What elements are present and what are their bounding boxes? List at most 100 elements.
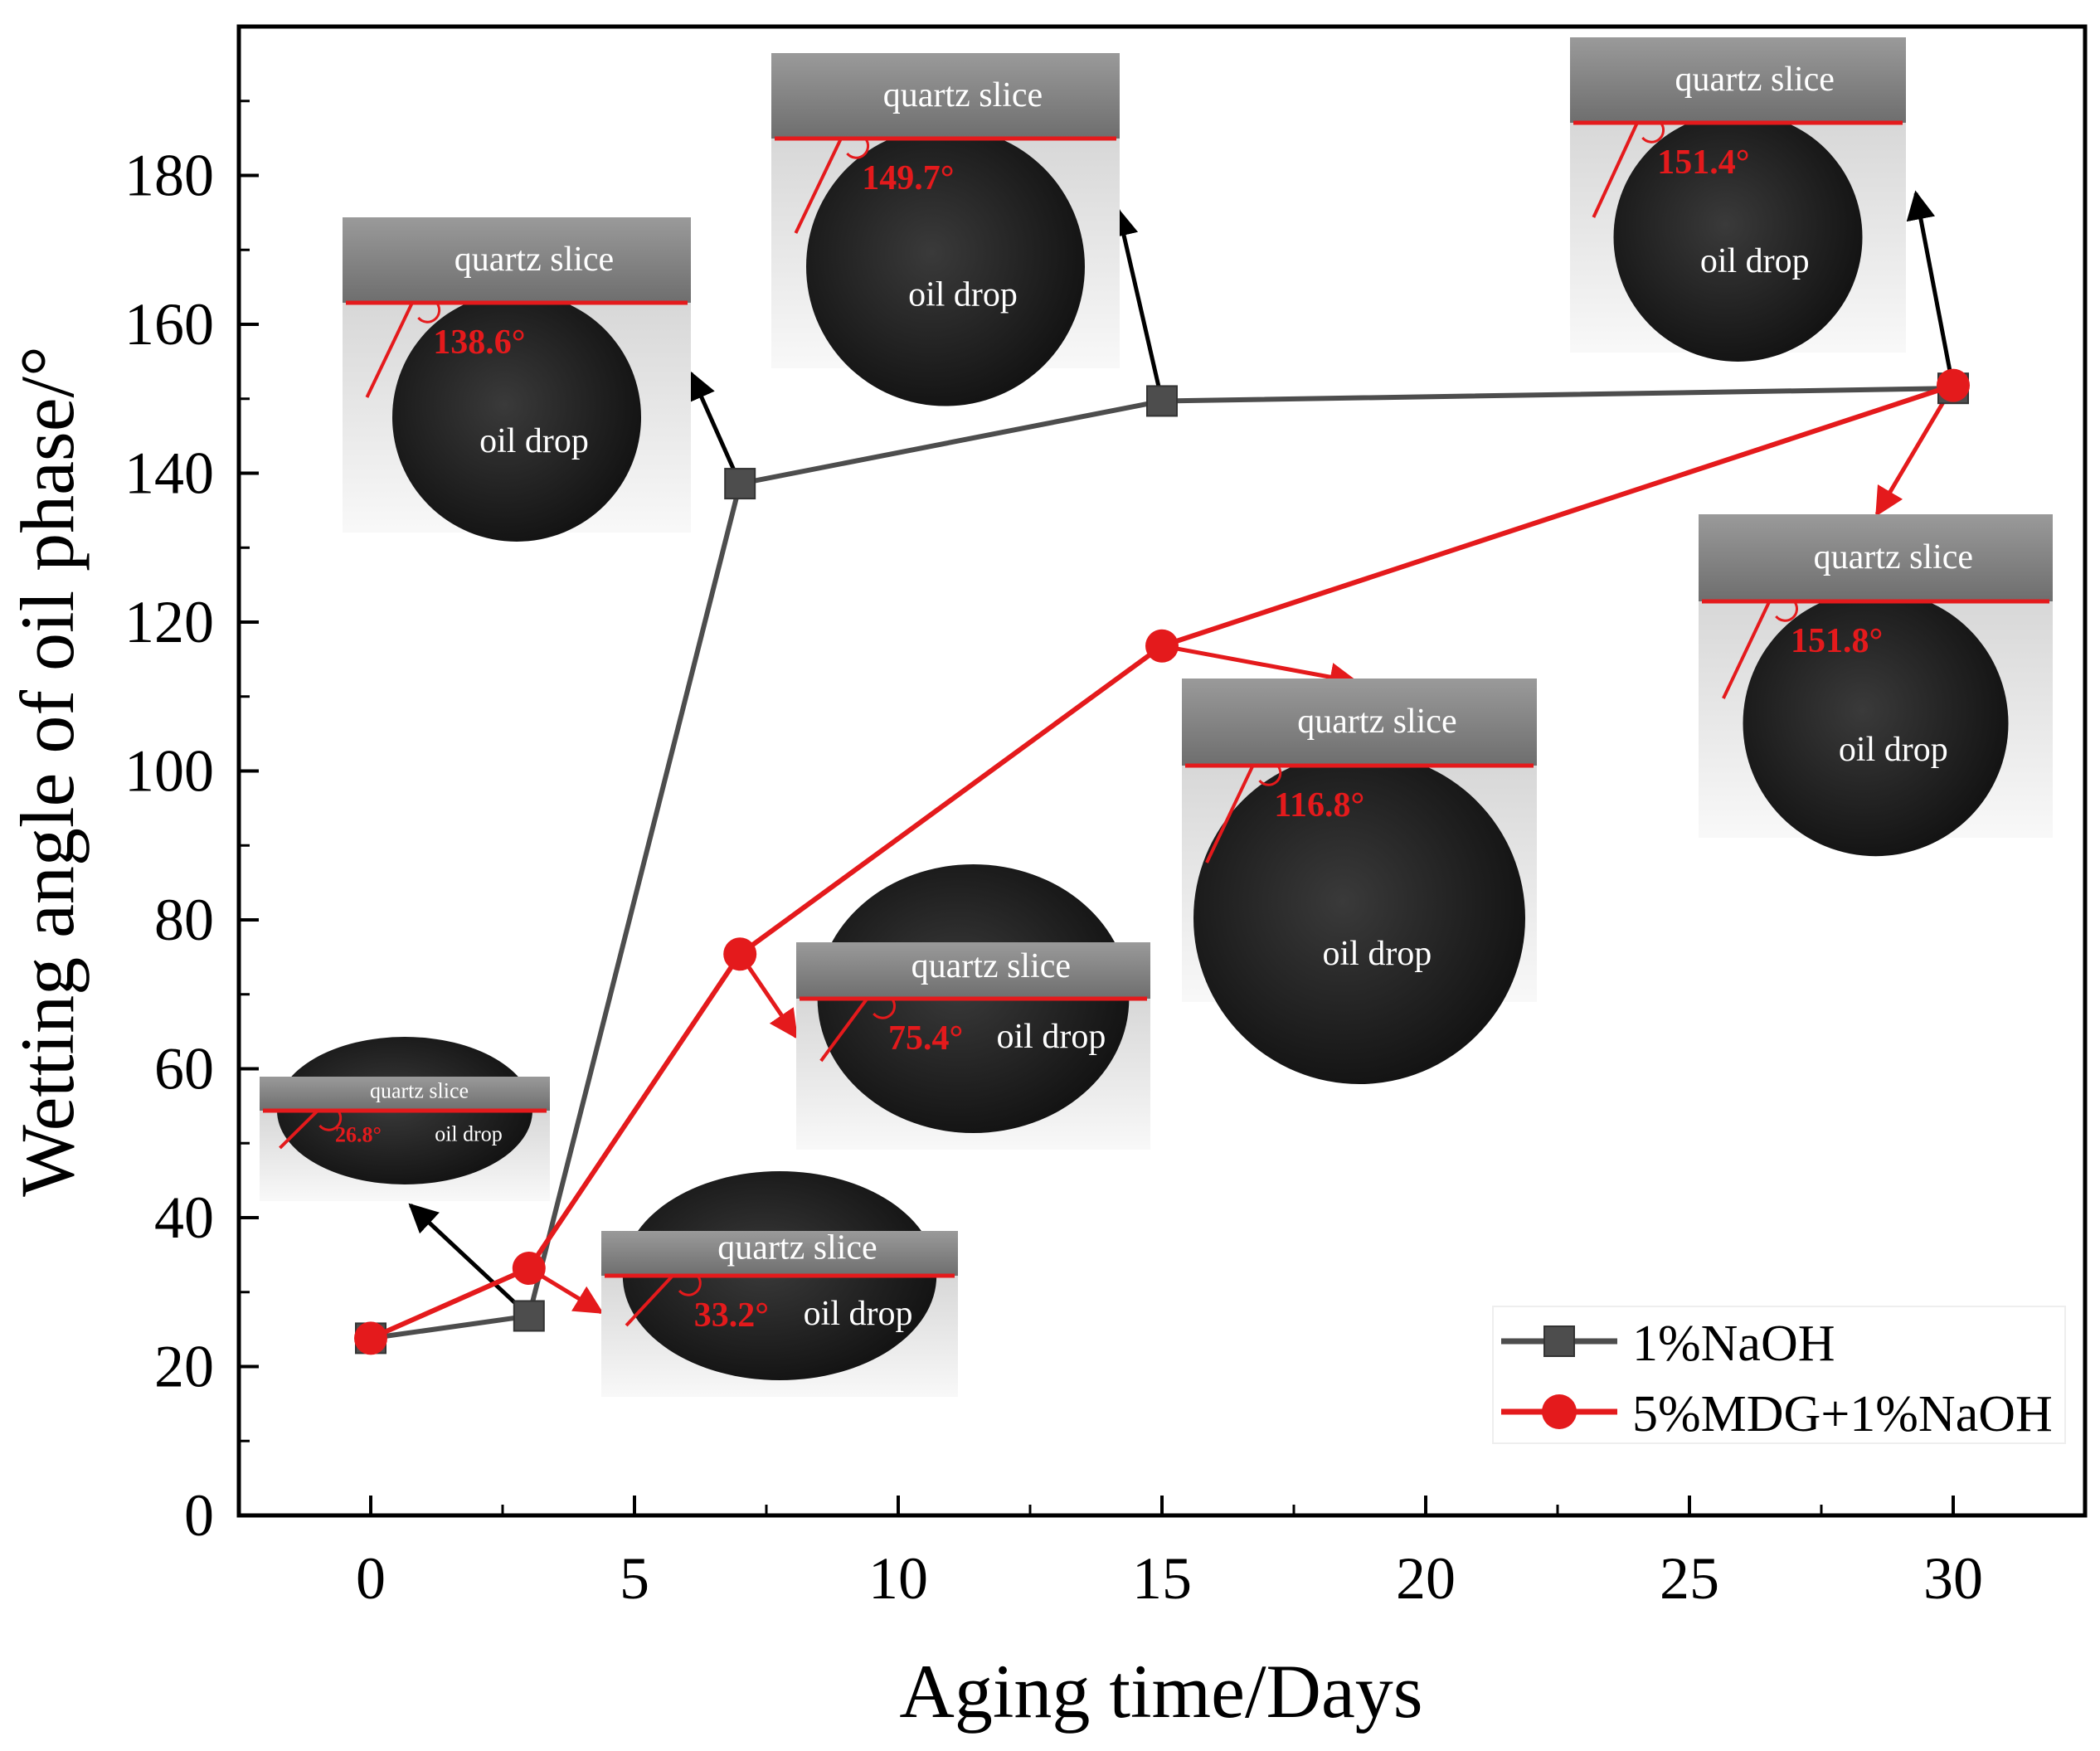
angle-arc — [417, 302, 441, 323]
inset-oil-label: oil drop — [435, 1121, 503, 1145]
angle-arc — [1641, 122, 1665, 143]
legend-swatch-marker-1 — [1542, 1394, 1577, 1429]
droplet-inset: quartz slice 151.8° oil drop — [1699, 514, 2053, 857]
data-point — [1145, 629, 1179, 663]
inset-quartz-label: quartz slice — [370, 1078, 469, 1102]
inset-oil-label: oil drop — [1322, 935, 1432, 973]
quartz-slice-cover — [343, 217, 691, 303]
inset-oil-label: oil drop — [1839, 731, 1948, 769]
x-tick-label: 25 — [1660, 1545, 1719, 1612]
inset-quartz-label: quartz slice — [717, 1228, 877, 1267]
quartz-slice-cover — [771, 53, 1120, 139]
inset-arrow — [408, 1203, 531, 1318]
tangent-line — [1722, 601, 1772, 699]
droplet-inset: quartz slice 116.8° oil drop — [1182, 679, 1537, 1084]
y-axis: 0 20 40 60 80 100 120 140 160 180 — [124, 100, 259, 1549]
inset-oil-label: oil drop — [804, 1295, 913, 1333]
quartz-slice-cover — [1570, 37, 1906, 123]
quartz-slice-cover — [796, 942, 1150, 999]
y-tick-label: 40 — [154, 1184, 214, 1251]
inset-angle-value: 75.4° — [888, 1019, 963, 1058]
inset-angle-value: 151.4° — [1657, 143, 1749, 182]
inset-arrow — [1161, 644, 1359, 692]
data-point — [723, 937, 757, 971]
x-tick-label: 0 — [356, 1545, 386, 1612]
tangent-line — [794, 138, 843, 234]
droplet-inset: quartz slice 26.8° oil drop — [260, 1037, 550, 1201]
y-tick-label: 180 — [124, 143, 214, 209]
quartz-slice-cover — [1182, 679, 1537, 766]
tangent-line — [1205, 765, 1255, 863]
inset-angle-value: 116.8° — [1274, 786, 1364, 824]
y-tick-label: 0 — [184, 1482, 214, 1549]
angle-arc — [1258, 765, 1282, 786]
tangent-line — [1592, 122, 1639, 218]
droplet-inset: quartz slice 151.4° oil drop — [1570, 37, 1906, 362]
inset-angle-value: 151.8° — [1791, 622, 1883, 660]
x-tick-label: 30 — [1923, 1545, 1983, 1612]
inset-oil-label: oil drop — [997, 1018, 1106, 1056]
x-tick-label: 20 — [1396, 1545, 1456, 1612]
legend-label-1: 5%MDG+1%NaOH — [1632, 1386, 2053, 1442]
inset-arrow — [738, 952, 799, 1039]
legend-swatch-marker-0 — [1543, 1325, 1575, 1357]
droplet-inset: quartz slice 33.2° oil drop — [601, 1171, 958, 1397]
oil-drop-shape — [392, 293, 641, 542]
data-point — [1937, 368, 1970, 402]
y-tick-label: 60 — [154, 1036, 214, 1102]
data-point — [354, 1321, 387, 1355]
y-tick-label: 80 — [154, 887, 214, 953]
droplet-insets: quartz slice 26.8° oil drop quartz slice 138… — [260, 37, 2053, 1397]
inset-arrow — [688, 370, 742, 485]
quartz-slice-cover — [260, 1077, 550, 1111]
data-point — [724, 468, 756, 500]
legend-box — [1492, 1306, 2066, 1444]
tangent-line — [625, 1274, 674, 1327]
x-axis-title: Aging time/Days — [899, 1649, 1422, 1734]
droplet-inset: quartz slice 75.4° oil drop — [796, 864, 1150, 1150]
inset-oil-label: oil drop — [479, 422, 589, 460]
oil-drop-shape — [1743, 591, 2009, 857]
inset-quartz-label: quartz slice — [455, 241, 614, 279]
inset-quartz-label: quartz slice — [1814, 538, 1973, 576]
angle-arc — [1775, 601, 1798, 622]
x-tick-label: 15 — [1132, 1545, 1192, 1612]
inset-oil-label: oil drop — [1700, 242, 1810, 280]
data-point — [513, 1300, 545, 1332]
legend-label-0: 1%NaOH — [1632, 1316, 1835, 1372]
x-tick-label: 10 — [868, 1545, 928, 1612]
angle-arc — [846, 138, 870, 159]
y-tick-label: 140 — [124, 440, 214, 507]
y-axis-title: Wetting angle of oil phase/° — [5, 346, 90, 1197]
inset-angle-value: 26.8° — [335, 1123, 382, 1147]
oil-drop-shape — [1193, 752, 1525, 1084]
inset-quartz-label: quartz slice — [1297, 703, 1456, 741]
angle-arc — [318, 1110, 343, 1131]
x-axis: 0 5 10 15 20 25 30 — [356, 1496, 1983, 1612]
data-point — [512, 1252, 546, 1286]
data-point — [1146, 385, 1178, 417]
y-tick-label: 160 — [124, 291, 214, 357]
droplet-inset: quartz slice 149.7° oil drop — [771, 53, 1120, 406]
inset-arrow — [1110, 207, 1164, 402]
legend: 1%NaOH 5%MDG+1%NaOH — [1492, 1306, 2066, 1444]
tangent-line — [279, 1109, 319, 1150]
inset-angle-value: 33.2° — [694, 1296, 769, 1335]
inset-angle-value: 149.7° — [862, 159, 954, 197]
inset-quartz-label: quartz slice — [883, 76, 1043, 114]
quartz-slice-cover — [1699, 514, 2053, 601]
inset-arrow — [1906, 190, 1956, 389]
inset-quartz-label: quartz slice — [1675, 61, 1835, 99]
tangent-line — [819, 997, 869, 1063]
inset-quartz-label: quartz slice — [911, 947, 1071, 985]
quartz-slice-cover — [601, 1231, 958, 1276]
angle-arc — [873, 998, 896, 1019]
inset-angle-value: 138.6° — [433, 323, 525, 362]
inset-oil-label: oil drop — [908, 276, 1018, 314]
y-tick-label: 20 — [154, 1334, 214, 1400]
oil-drop-shape — [806, 127, 1085, 406]
droplet-inset: quartz slice 138.6° oil drop — [343, 217, 691, 542]
inset-arrow — [1874, 384, 1956, 518]
y-tick-label: 100 — [124, 738, 214, 805]
